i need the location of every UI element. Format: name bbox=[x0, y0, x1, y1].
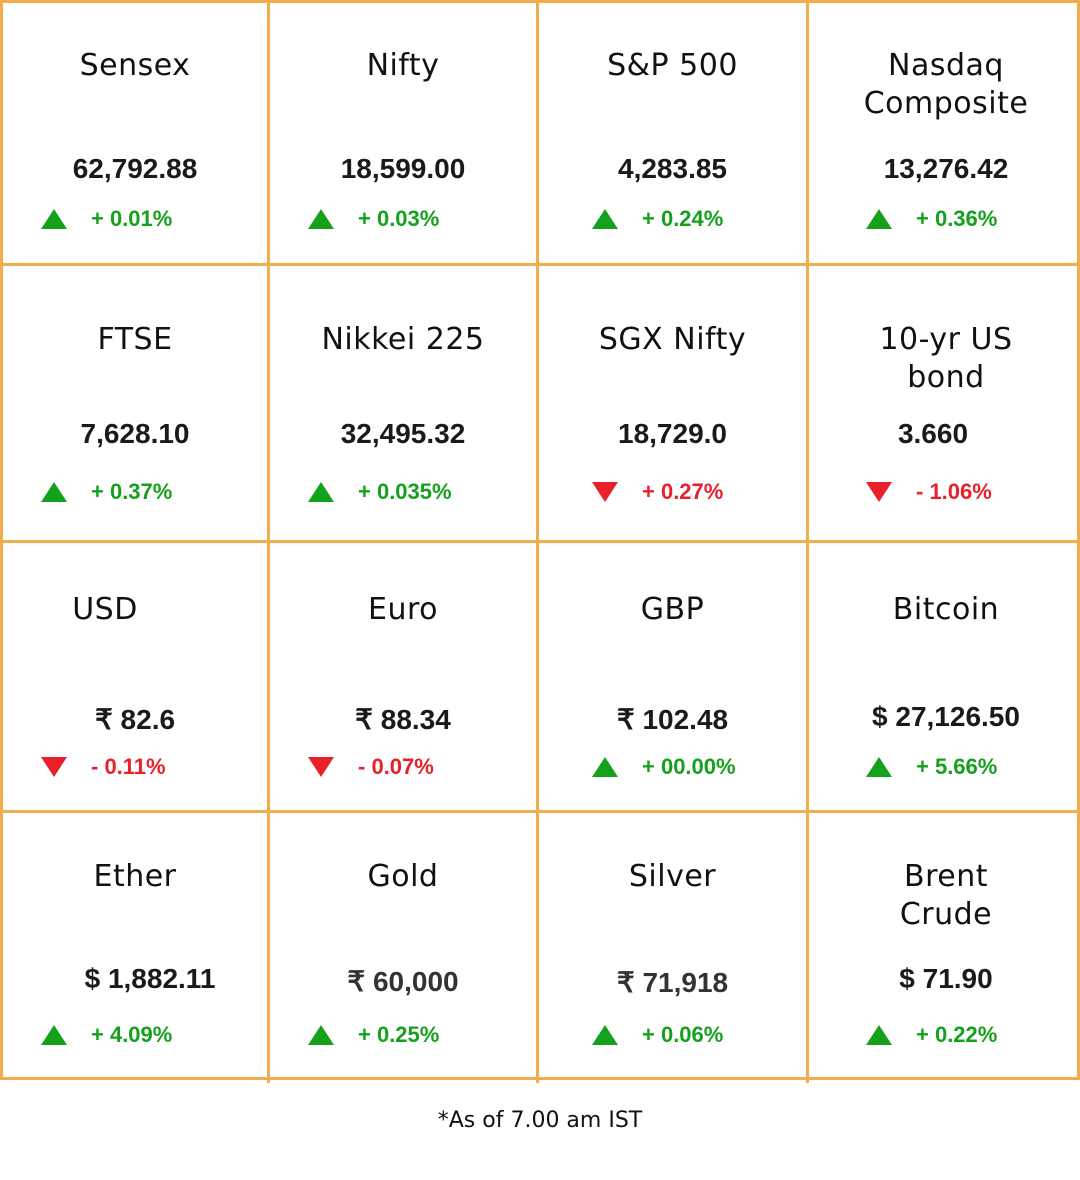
tile-nasdaq: Nasdaq Composite 13,276.42 + 0.36% bbox=[809, 3, 1080, 266]
tile-change: - 1.06% bbox=[916, 479, 992, 504]
tile-change: + 0.36% bbox=[916, 206, 998, 231]
tile-sp500: S&P 500 4,283.85 + 0.24% bbox=[539, 3, 809, 266]
tile-change: + 4.09% bbox=[91, 1022, 173, 1047]
tile-name: Nifty bbox=[366, 48, 440, 83]
tile-sensex: Sensex 62,792.88 + 0.01% bbox=[3, 3, 270, 266]
arrow-up-icon bbox=[308, 209, 334, 229]
tile-value: $ 1,882.11 bbox=[84, 963, 216, 994]
arrow-up-icon bbox=[308, 1025, 334, 1045]
tile-gbp: GBP ₹ 102.48 + 00.00% bbox=[539, 543, 809, 813]
tile-brent-crude: Brent Crude $ 71.90 + 0.22% bbox=[809, 813, 1080, 1083]
tile-name: Ether bbox=[93, 859, 177, 894]
arrow-up-icon bbox=[592, 209, 618, 229]
tile-change: + 0.22% bbox=[916, 1022, 998, 1047]
tile-value: ₹ 88.34 bbox=[355, 704, 451, 735]
tile-value: 3.660 bbox=[897, 418, 969, 449]
tile-value: $ 27,126.50 bbox=[872, 701, 1020, 732]
tile-name: Gold bbox=[367, 859, 439, 894]
tile-name: FTSE bbox=[97, 322, 173, 357]
tile-value: 62,792.88 bbox=[72, 153, 198, 184]
tile-value: ₹ 82.6 bbox=[94, 704, 176, 735]
arrow-up-icon bbox=[41, 482, 67, 502]
tile-value: 7,628.10 bbox=[80, 418, 190, 449]
tile-change: - 0.11% bbox=[91, 754, 166, 779]
tile-change: + 0.03% bbox=[358, 206, 440, 231]
tile-change: - 0.07% bbox=[358, 754, 434, 779]
tile-value: ₹ 102.48 bbox=[616, 704, 729, 735]
tile-nifty: Nifty 18,599.00 + 0.03% bbox=[270, 3, 539, 266]
tile-value: 13,276.42 bbox=[883, 153, 1009, 184]
tile-usd: USD ₹ 82.6 - 0.11% bbox=[3, 543, 270, 813]
tile-us-bond: 10-yr US bond 3.660 - 1.06% bbox=[809, 266, 1080, 543]
tile-ether: Ether $ 1,882.11 + 4.09% bbox=[3, 813, 270, 1083]
tile-name: GBP bbox=[640, 592, 705, 627]
tile-ftse: FTSE 7,628.10 + 0.37% bbox=[3, 266, 270, 543]
arrow-up-icon bbox=[866, 209, 892, 229]
tile-change: + 0.06% bbox=[642, 1022, 724, 1047]
arrow-down-icon bbox=[41, 757, 67, 777]
tile-name: Nikkei 225 bbox=[321, 322, 485, 357]
arrow-up-icon bbox=[592, 757, 618, 777]
tile-gold: Gold ₹ 60,000 + 0.25% bbox=[270, 813, 539, 1083]
tile-change: + 0.01% bbox=[91, 206, 173, 231]
tile-name: Euro bbox=[368, 592, 438, 627]
arrow-up-icon bbox=[592, 1025, 618, 1045]
tile-silver: Silver ₹ 71,918 + 0.06% bbox=[539, 813, 809, 1083]
tile-value: 32,495.32 bbox=[340, 418, 466, 449]
arrow-up-icon bbox=[866, 757, 892, 777]
arrow-up-icon bbox=[308, 482, 334, 502]
tile-change: + 0.27% bbox=[642, 479, 724, 504]
tile-change: + 00.00% bbox=[642, 754, 736, 779]
tile-value: 18,729.0 bbox=[618, 418, 727, 449]
tile-change: + 0.37% bbox=[91, 479, 173, 504]
tile-bitcoin: Bitcoin $ 27,126.50 + 5.66% bbox=[809, 543, 1080, 813]
footnote: *As of 7.00 am IST bbox=[437, 1108, 643, 1133]
tile-value: ₹ 71,918 bbox=[616, 967, 729, 998]
tile-change: + 0.035% bbox=[358, 479, 452, 504]
tile-value: 4,283.85 bbox=[618, 153, 727, 184]
tile-change: + 5.66% bbox=[916, 754, 998, 779]
tile-name: Sensex bbox=[79, 48, 191, 83]
tile-value: 18,599.00 bbox=[340, 153, 466, 184]
arrow-up-icon bbox=[866, 1025, 892, 1045]
tile-name: SGX Nifty bbox=[598, 322, 747, 357]
arrow-down-icon bbox=[308, 757, 334, 777]
arrow-up-icon bbox=[41, 209, 67, 229]
tile-name: Silver bbox=[628, 859, 717, 894]
tile-value: ₹ 60,000 bbox=[347, 966, 459, 997]
tile-sgx-nifty: SGX Nifty 18,729.0 + 0.27% bbox=[539, 266, 809, 543]
tile-change: + 0.24% bbox=[642, 206, 724, 231]
tile-change: + 0.25% bbox=[358, 1022, 440, 1047]
arrow-up-icon bbox=[41, 1025, 67, 1045]
arrow-down-icon bbox=[866, 482, 892, 502]
tile-euro: Euro ₹ 88.34 - 0.07% bbox=[270, 543, 539, 813]
tile-name: S&P 500 bbox=[607, 48, 738, 83]
tile-name: Brent Crude bbox=[899, 859, 993, 932]
market-tiles-grid: Sensex 62,792.88 + 0.01% Nifty 18,599.00… bbox=[0, 0, 1080, 1083]
arrow-down-icon bbox=[592, 482, 618, 502]
tile-name: Nasdaq Composite bbox=[863, 48, 1029, 121]
tile-name: USD bbox=[72, 592, 138, 627]
tile-nikkei: Nikkei 225 32,495.32 + 0.035% bbox=[270, 266, 539, 543]
tile-value: $ 71.90 bbox=[899, 963, 993, 994]
tile-name: 10-yr US bond bbox=[879, 322, 1013, 395]
tile-name: Bitcoin bbox=[892, 592, 1000, 627]
